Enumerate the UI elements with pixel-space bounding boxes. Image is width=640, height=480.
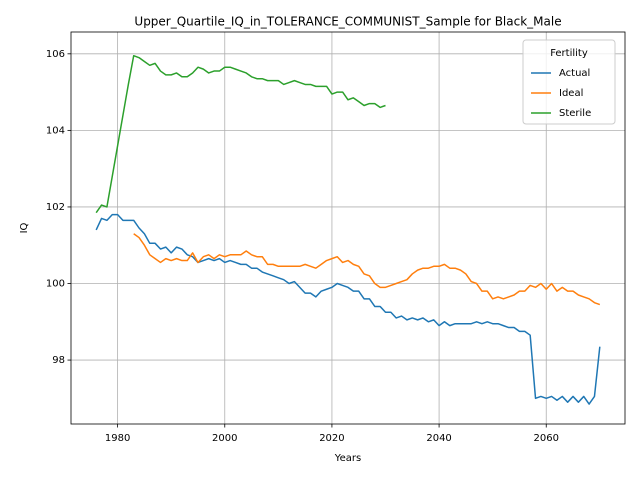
line-series [133, 233, 601, 306]
y-tick-label: 100 [46, 279, 65, 290]
x-tick-label: 2040 [426, 433, 451, 444]
legend-label: Sterile [559, 108, 591, 119]
x-tick-label: 1980 [105, 433, 130, 444]
x-tick-label: 2060 [534, 433, 559, 444]
y-tick-label: 102 [46, 202, 65, 213]
legend-label: Ideal [559, 88, 583, 99]
y-tick-label: 104 [46, 125, 65, 136]
legend: Fertility Actual Ideal Sterile [522, 39, 616, 125]
x-tick-label: 2000 [212, 433, 237, 444]
legend-label: Actual [559, 68, 590, 79]
plot-frame [70, 31, 626, 425]
legend-box [522, 39, 616, 125]
x-axis-label: Years [334, 453, 361, 464]
chart-title: Upper_Quartile_IQ_in_TOLERANCE_COMMUNIST… [134, 15, 561, 29]
line-series [95, 213, 601, 405]
legend-title: Fertility [550, 48, 588, 59]
x-tick-label: 2020 [319, 433, 344, 444]
y-axis-label: IQ [19, 222, 30, 233]
line-series [95, 54, 386, 214]
y-tick-label: 106 [46, 49, 65, 60]
y-tick-label: 98 [52, 355, 65, 366]
